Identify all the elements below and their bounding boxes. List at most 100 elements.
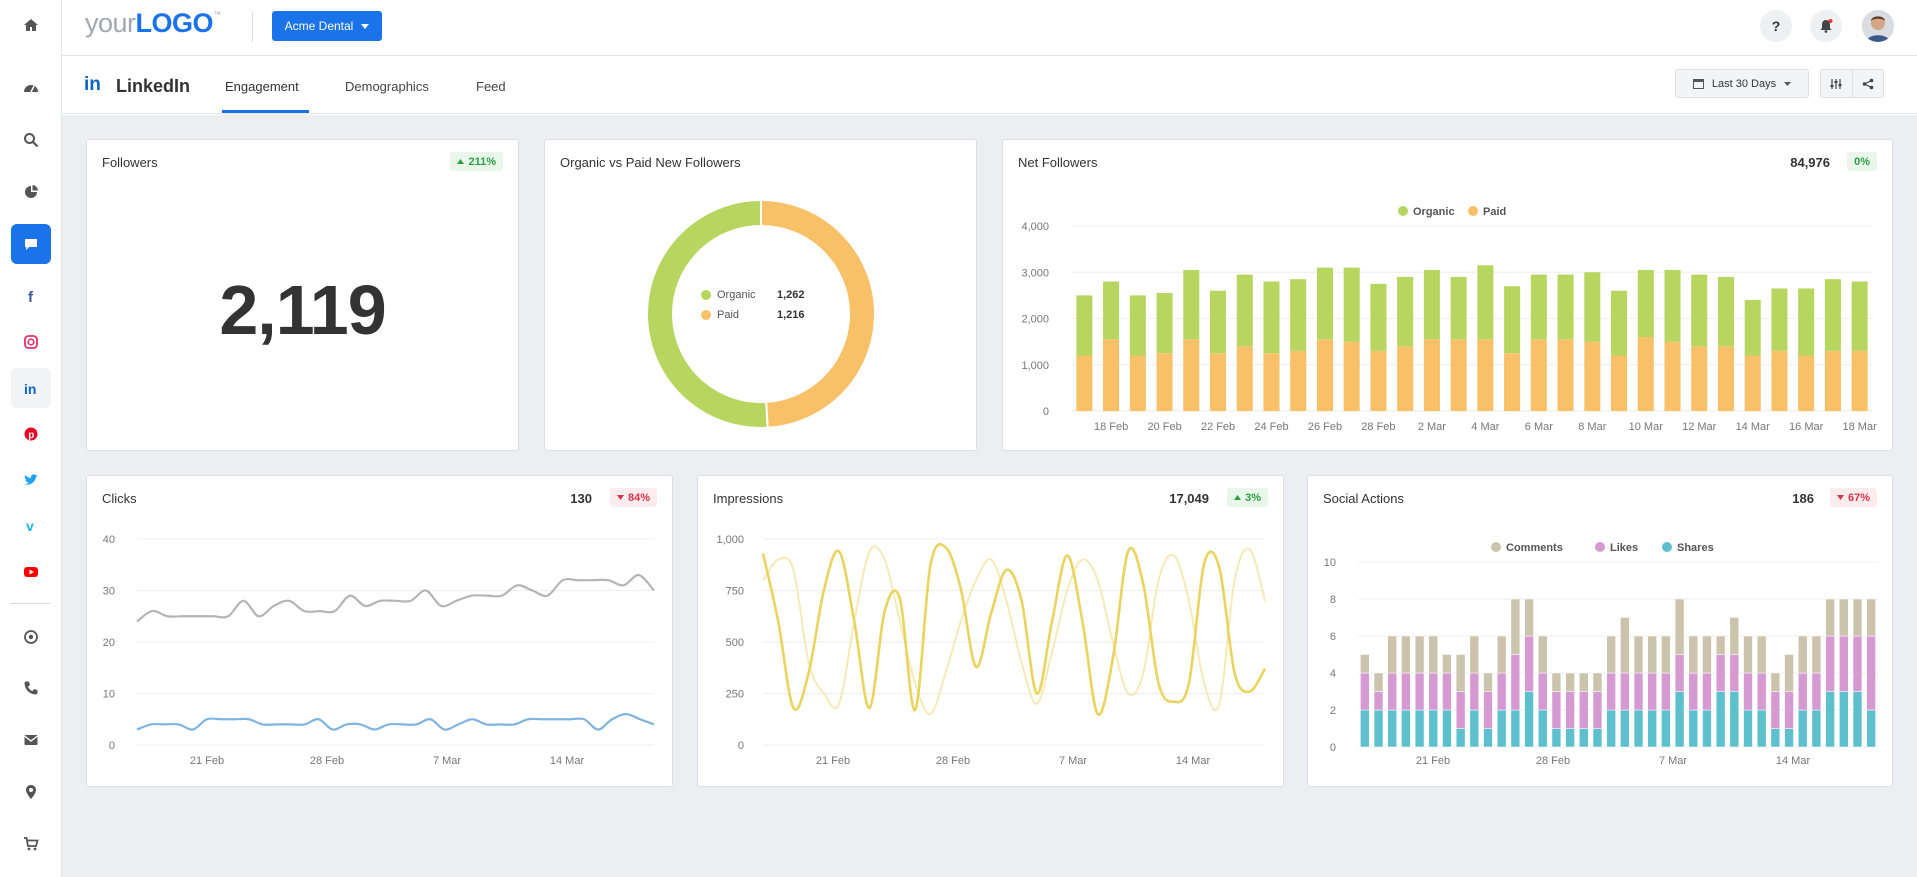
bar-comments <box>1811 635 1822 674</box>
x-tick-label: 14 Mar <box>1736 421 1771 433</box>
tab-feed[interactable]: Feed <box>476 79 506 94</box>
bar-shares <box>1852 691 1863 748</box>
phone-icon[interactable] <box>11 668 51 708</box>
agency-logo[interactable]: yourLOGO™ <box>85 8 221 39</box>
bar-comments <box>1360 654 1370 674</box>
bar-likes <box>1825 635 1835 692</box>
clicks-series-line-2 <box>136 712 655 731</box>
twitter-icon[interactable] <box>11 460 51 500</box>
shopping-cart-icon[interactable] <box>11 824 51 864</box>
bar-organic <box>1450 276 1467 340</box>
home-icon[interactable] <box>11 5 51 45</box>
facebook-icon[interactable]: f <box>11 276 51 316</box>
bar-paid <box>1477 339 1494 411</box>
email-icon[interactable] <box>11 720 51 760</box>
change-badge: 67% <box>1829 488 1877 507</box>
organic-dot <box>701 290 711 300</box>
bar-paid <box>1210 353 1227 411</box>
integration-header: in LinkedIn Engagement Demographics Feed… <box>62 57 1917 114</box>
x-tick-label: 12 Mar <box>1682 421 1717 433</box>
triangle-up-icon <box>1234 495 1242 500</box>
bar-shares <box>1811 709 1822 748</box>
dashboard-tools <box>1820 69 1884 98</box>
impressions-series-line-2 <box>762 545 1266 716</box>
bar-shares <box>1414 709 1425 748</box>
bar-shares <box>1825 691 1835 748</box>
notifications-button[interactable] <box>1810 10 1842 42</box>
bar-organic <box>1263 281 1280 354</box>
donut-chart <box>646 198 876 429</box>
y-tick-label: 30 <box>103 586 115 598</box>
x-tick-label: 28 Feb <box>1536 755 1570 767</box>
vimeo-icon[interactable]: v <box>11 506 51 546</box>
bar-comments <box>1455 654 1466 692</box>
bar-likes <box>1756 672 1767 711</box>
impressions-chart: 0 250 500 750 1,000 21 Feb 28 Feb 7 Mar 14 Mar <box>716 534 1267 767</box>
bar-paid <box>1076 355 1093 411</box>
bar-paid <box>1691 346 1708 411</box>
followers-count: 2,119 <box>219 271 386 349</box>
instagram-icon[interactable] <box>11 322 51 362</box>
location-pin-icon[interactable] <box>11 772 51 812</box>
share-button[interactable] <box>1853 70 1884 97</box>
bar-paid <box>1423 339 1440 411</box>
bar-paid <box>1584 341 1601 411</box>
social-actions-chart: 0 2 4 6 8 10 Comments Likes Shares 21 Feb 28 Feb 7 … <box>1324 542 1878 767</box>
svg-text:in: in <box>24 381 36 396</box>
y-tick-label: 250 <box>726 689 744 701</box>
linkedin-logo-icon: in <box>84 74 101 95</box>
y-tick-label: 4,000 <box>1021 221 1049 233</box>
bar-comments <box>1551 672 1562 692</box>
bar-comments <box>1702 635 1712 674</box>
customize-button[interactable] <box>1821 70 1853 97</box>
legend-label: Organic <box>717 289 756 301</box>
bar-likes <box>1360 672 1370 711</box>
youtube-icon[interactable] <box>11 552 51 592</box>
bar-comments <box>1373 672 1384 692</box>
bar-comments <box>1647 635 1657 674</box>
bar-paid <box>1263 353 1280 411</box>
x-tick-label: 24 Feb <box>1254 421 1288 433</box>
help-button[interactable]: ? <box>1760 10 1792 42</box>
badge-value: 67% <box>1847 491 1870 504</box>
call-tracking-icon[interactable] <box>11 617 51 657</box>
legend-value: 1,216 <box>777 309 805 321</box>
date-range-selector[interactable]: Last 30 Days <box>1675 69 1809 98</box>
client-selector-button[interactable]: Acme Dental <box>272 11 382 41</box>
tab-demographics[interactable]: Demographics <box>345 79 429 94</box>
svg-text:p: p <box>28 430 34 441</box>
x-tick-label: 14 Mar <box>1176 755 1211 767</box>
pinterest-icon[interactable]: p <box>11 414 51 454</box>
bar-comments <box>1784 654 1794 692</box>
caret-down-icon <box>361 23 370 29</box>
bar-likes <box>1784 691 1794 729</box>
dashboard-icon[interactable] <box>11 68 51 108</box>
bar-shares <box>1866 709 1876 748</box>
user-avatar[interactable] <box>1862 10 1894 42</box>
reports-pie-icon[interactable] <box>11 172 51 212</box>
chat-icon[interactable] <box>11 224 51 264</box>
x-tick-label: 16 Mar <box>1789 421 1824 433</box>
card-total: 84,976 <box>1790 155 1830 170</box>
bar-likes <box>1606 672 1616 711</box>
bar-shares <box>1661 709 1671 748</box>
legend-label: Paid <box>717 309 740 321</box>
bar-likes <box>1798 672 1808 711</box>
bar-organic <box>1717 276 1734 347</box>
bar-shares <box>1633 709 1644 748</box>
bar-comments <box>1524 598 1534 637</box>
bar-likes <box>1469 672 1480 711</box>
search-icon[interactable] <box>11 120 51 160</box>
linkedin-icon[interactable]: in <box>11 368 51 408</box>
svg-text:v: v <box>26 518 34 534</box>
paid-dot <box>701 310 711 320</box>
tab-engagement[interactable]: Engagement <box>225 79 299 94</box>
bar-shares <box>1428 709 1438 748</box>
bar-shares <box>1770 728 1781 748</box>
bar-comments <box>1442 654 1452 674</box>
y-tick-label: 6 <box>1330 631 1336 643</box>
badge-value: 3% <box>1245 491 1261 504</box>
bar-organic <box>1664 269 1681 342</box>
bar-shares <box>1798 709 1808 748</box>
bar-comments <box>1661 635 1671 674</box>
